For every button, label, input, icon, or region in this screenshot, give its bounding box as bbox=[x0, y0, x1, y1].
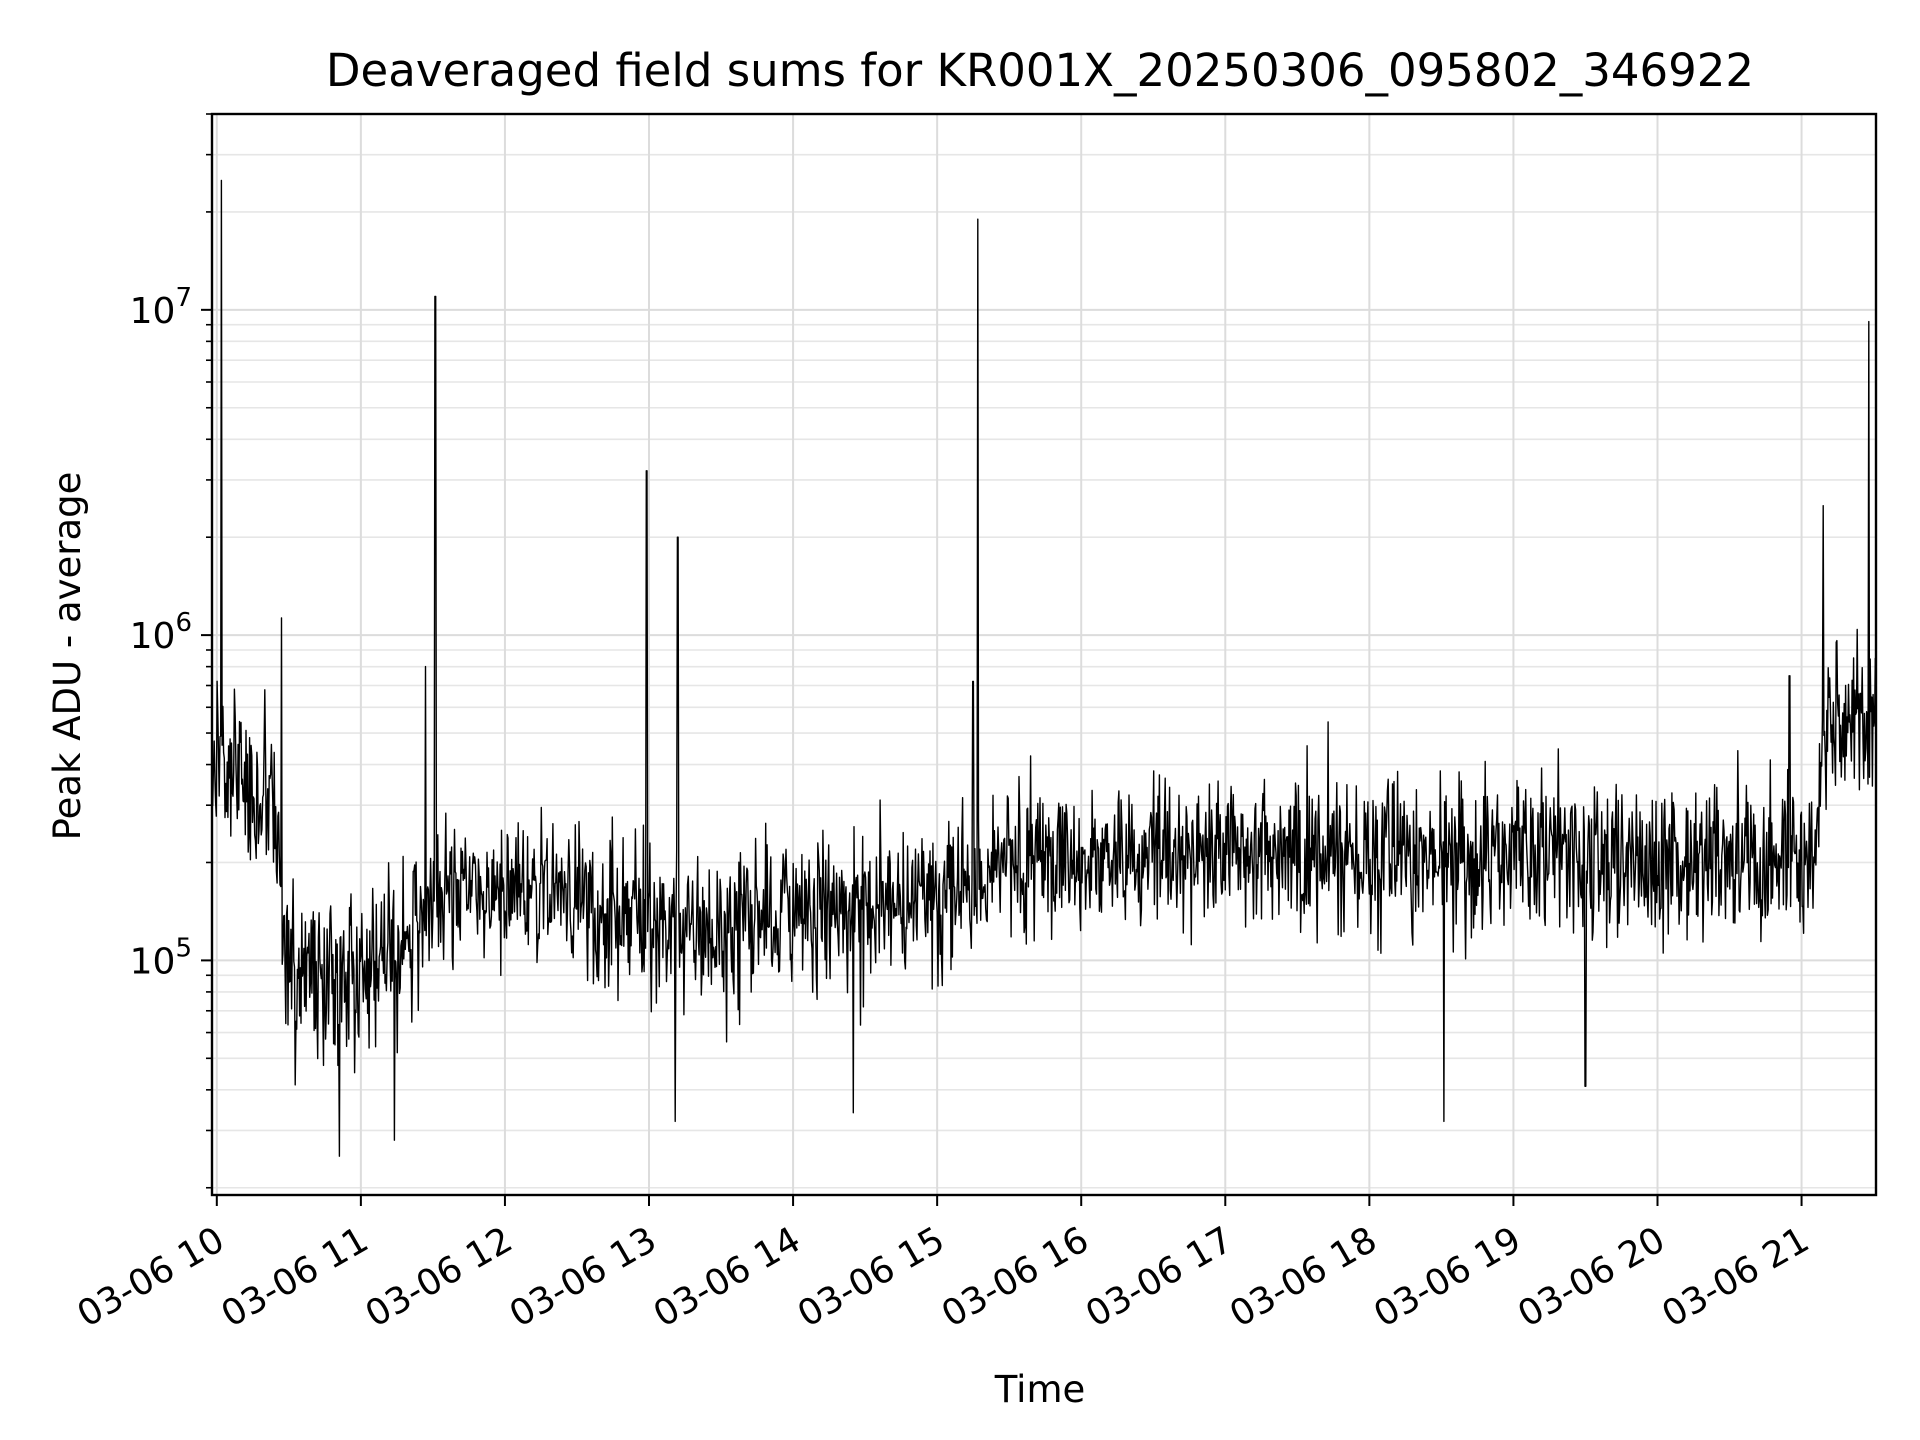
y-tick-label: 105 bbox=[130, 933, 192, 982]
plot-area bbox=[211, 179, 1877, 1157]
y-axis-label: Peak ADU - average bbox=[46, 472, 89, 841]
series-line bbox=[211, 179, 1877, 1157]
y-tick-label: 106 bbox=[130, 608, 192, 657]
axes-frame bbox=[210, 112, 1878, 1197]
y-tick-label: 107 bbox=[130, 283, 192, 332]
grid bbox=[212, 113, 1876, 1195]
chart-title: Deaveraged field sums for KR001X_2025030… bbox=[326, 44, 1754, 97]
x-axis-label: Time bbox=[994, 1368, 1086, 1411]
